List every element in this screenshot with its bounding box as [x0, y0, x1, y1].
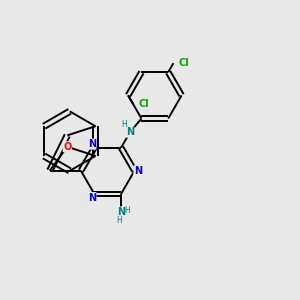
Text: O: O	[63, 142, 71, 152]
Text: Cl: Cl	[179, 58, 190, 68]
Text: H: H	[121, 120, 127, 129]
Text: H: H	[117, 216, 122, 225]
Text: N: N	[126, 127, 134, 137]
Text: N: N	[88, 139, 96, 149]
Text: N: N	[88, 193, 96, 202]
Text: Cl: Cl	[139, 99, 149, 110]
Text: N: N	[117, 207, 125, 217]
Text: H: H	[125, 206, 130, 215]
Text: N: N	[134, 166, 142, 176]
